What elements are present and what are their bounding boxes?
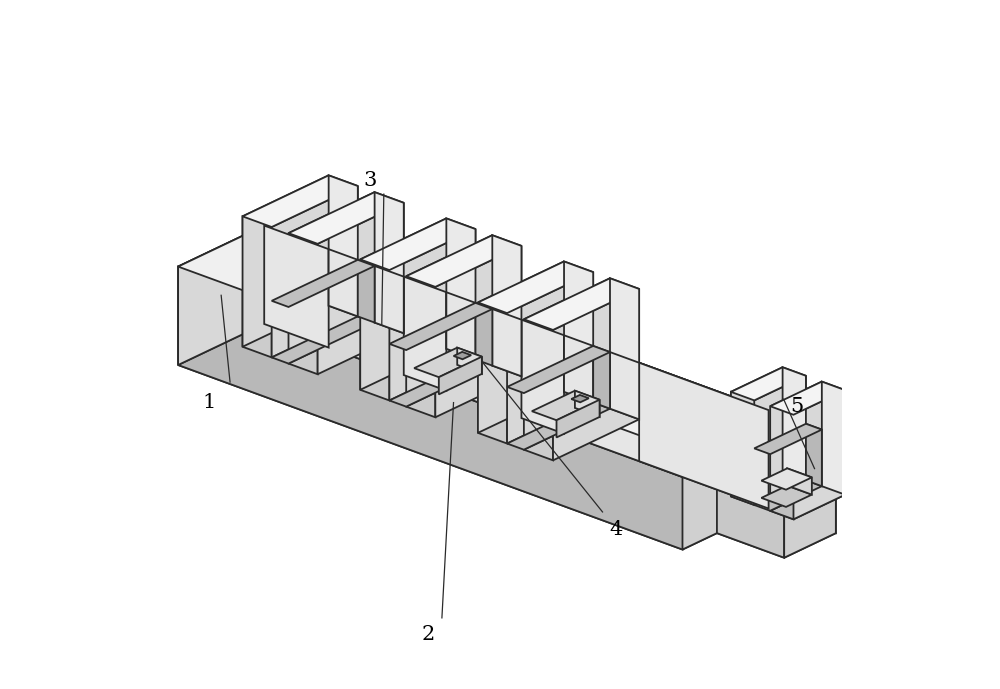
Polygon shape [532,391,600,420]
Polygon shape [571,395,589,402]
Polygon shape [457,348,482,374]
Polygon shape [770,382,845,415]
Polygon shape [754,424,822,454]
Polygon shape [761,469,812,490]
Polygon shape [507,272,593,444]
Polygon shape [769,410,836,533]
Polygon shape [575,391,600,417]
Polygon shape [806,424,822,486]
Polygon shape [557,400,600,438]
Polygon shape [524,278,639,330]
Polygon shape [289,192,375,364]
Polygon shape [454,352,471,359]
Polygon shape [553,289,639,460]
Polygon shape [770,486,845,520]
Polygon shape [375,192,404,333]
Polygon shape [610,352,639,420]
Polygon shape [593,346,610,409]
Polygon shape [521,320,564,433]
Polygon shape [243,175,358,227]
Polygon shape [318,277,446,333]
Polygon shape [524,319,553,460]
Polygon shape [731,367,806,400]
Polygon shape [610,278,639,420]
Polygon shape [553,362,769,451]
Polygon shape [446,218,475,360]
Polygon shape [731,472,806,505]
Polygon shape [318,203,404,374]
Polygon shape [717,435,784,557]
Polygon shape [414,348,482,377]
Polygon shape [770,382,822,511]
Polygon shape [406,235,521,287]
Polygon shape [289,192,404,244]
Polygon shape [178,324,769,550]
Polygon shape [507,346,610,393]
Polygon shape [478,261,593,313]
Text: 1: 1 [203,393,216,412]
Polygon shape [682,410,769,550]
Text: 2: 2 [422,626,435,644]
Polygon shape [524,278,610,450]
Polygon shape [754,480,822,511]
Polygon shape [564,336,593,402]
Polygon shape [264,225,329,347]
Polygon shape [439,357,482,394]
Polygon shape [243,216,272,358]
Polygon shape [264,225,769,508]
Polygon shape [389,229,475,400]
Polygon shape [478,261,564,433]
Polygon shape [731,392,754,505]
Polygon shape [507,402,610,450]
Polygon shape [564,261,593,402]
Polygon shape [770,407,793,520]
Polygon shape [783,367,806,480]
Polygon shape [492,235,521,376]
Polygon shape [178,225,264,365]
Polygon shape [389,360,492,407]
Polygon shape [435,246,521,418]
Polygon shape [478,302,507,444]
Polygon shape [793,390,845,520]
Polygon shape [406,276,435,418]
Polygon shape [272,186,358,358]
Polygon shape [178,225,329,290]
Polygon shape [731,367,783,497]
Polygon shape [822,382,845,495]
Polygon shape [329,175,358,316]
Polygon shape [404,277,446,391]
Polygon shape [787,469,812,495]
Polygon shape [329,249,358,316]
Polygon shape [406,235,492,407]
Polygon shape [754,376,806,505]
Polygon shape [717,410,836,460]
Polygon shape [475,303,492,366]
Polygon shape [358,260,375,322]
Polygon shape [446,292,475,360]
Polygon shape [272,316,375,364]
Polygon shape [360,218,446,390]
Polygon shape [784,435,836,557]
Polygon shape [492,309,521,376]
Polygon shape [717,508,836,557]
Text: 5: 5 [791,396,804,415]
Polygon shape [178,267,682,550]
Polygon shape [639,362,769,508]
Polygon shape [360,260,389,400]
Polygon shape [272,260,375,307]
Polygon shape [375,266,404,333]
Polygon shape [360,218,475,270]
Text: 3: 3 [363,171,377,190]
Polygon shape [243,175,329,347]
Text: 4: 4 [610,520,623,539]
Polygon shape [289,233,318,374]
Polygon shape [435,320,564,376]
Polygon shape [761,486,812,507]
Polygon shape [178,225,769,451]
Polygon shape [389,303,492,350]
